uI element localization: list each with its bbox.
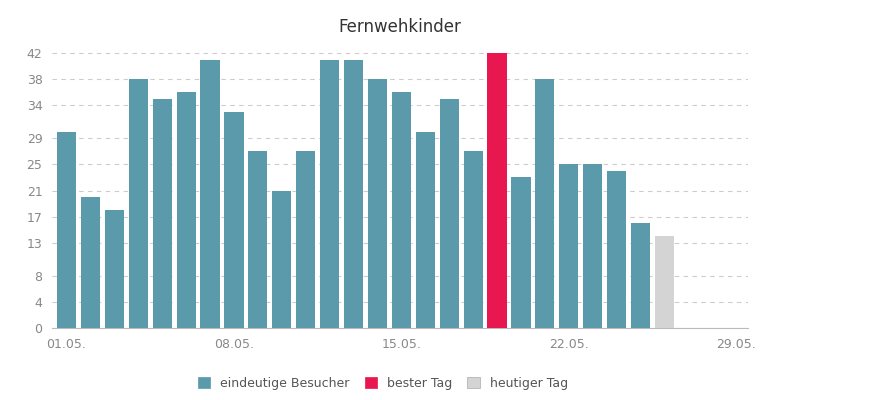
Bar <box>104 210 123 328</box>
Bar <box>368 79 387 328</box>
Bar <box>463 151 482 328</box>
Bar <box>415 132 434 328</box>
Bar <box>391 92 410 328</box>
Legend: eindeutige Besucher, bester Tag, heutiger Tag: eindeutige Besucher, bester Tag, heutige… <box>197 377 567 390</box>
Bar <box>248 151 267 328</box>
Bar <box>343 60 362 328</box>
Bar <box>582 164 601 328</box>
Bar <box>152 99 171 328</box>
Bar <box>487 53 506 328</box>
Bar <box>56 132 76 328</box>
Bar <box>200 60 219 328</box>
Bar <box>439 99 458 328</box>
Bar <box>630 223 649 328</box>
Bar <box>320 60 339 328</box>
Bar <box>272 190 291 328</box>
Bar <box>654 236 673 328</box>
Bar <box>224 112 243 328</box>
Bar <box>607 171 626 328</box>
Bar <box>511 178 530 328</box>
Bar <box>176 92 196 328</box>
Bar <box>81 197 100 328</box>
Bar <box>534 79 554 328</box>
Bar <box>129 79 148 328</box>
Bar <box>559 164 578 328</box>
Bar <box>295 151 315 328</box>
Title: Fernwehkinder: Fernwehkinder <box>338 18 461 36</box>
